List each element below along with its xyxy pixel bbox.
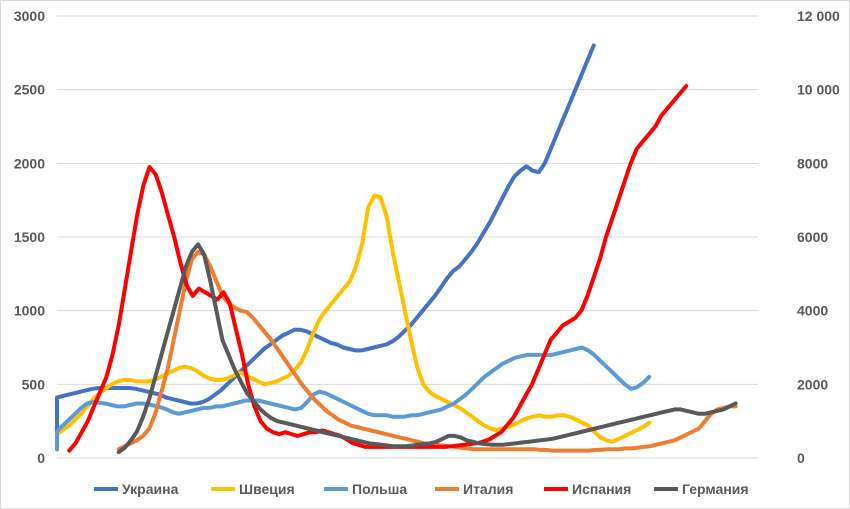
series-line-1 <box>55 193 652 452</box>
legend: Украина Швеция Польша Италия Испания Германия <box>94 481 749 497</box>
series-line-4 <box>67 84 689 453</box>
legend-label: Италия <box>463 481 513 497</box>
left-axis-ticks: 0 500 1000 1500 2000 2500 3000 <box>14 8 45 466</box>
legend-label: Польша <box>352 481 407 497</box>
legend-label: Швеция <box>239 481 295 497</box>
legend-label: Германия <box>682 481 749 497</box>
left-tick-label: 500 <box>22 376 46 392</box>
right-tick-label: 0 <box>797 450 805 466</box>
legend-label: Украина <box>122 481 179 497</box>
right-tick-label: 10 000 <box>797 82 840 98</box>
left-tick-label: 2000 <box>14 155 45 171</box>
left-tick-label: 1500 <box>14 229 45 245</box>
right-tick-label: 6000 <box>797 229 828 245</box>
right-axis-ticks: 0 2000 4000 6000 8000 10 000 12 000 <box>797 8 840 466</box>
left-tick-label: 0 <box>37 450 45 466</box>
left-tick-label: 1000 <box>14 303 45 319</box>
right-tick-label: 4000 <box>797 303 828 319</box>
left-tick-label: 2500 <box>14 82 45 98</box>
legend-label: Испания <box>572 481 631 497</box>
right-tick-label: 8000 <box>797 155 828 171</box>
right-tick-label: 12 000 <box>797 8 840 24</box>
left-tick-label: 3000 <box>14 8 45 24</box>
series-line-0 <box>55 43 596 452</box>
series-line-5 <box>116 242 738 455</box>
right-tick-label: 2000 <box>797 376 828 392</box>
series-lines <box>55 43 738 455</box>
